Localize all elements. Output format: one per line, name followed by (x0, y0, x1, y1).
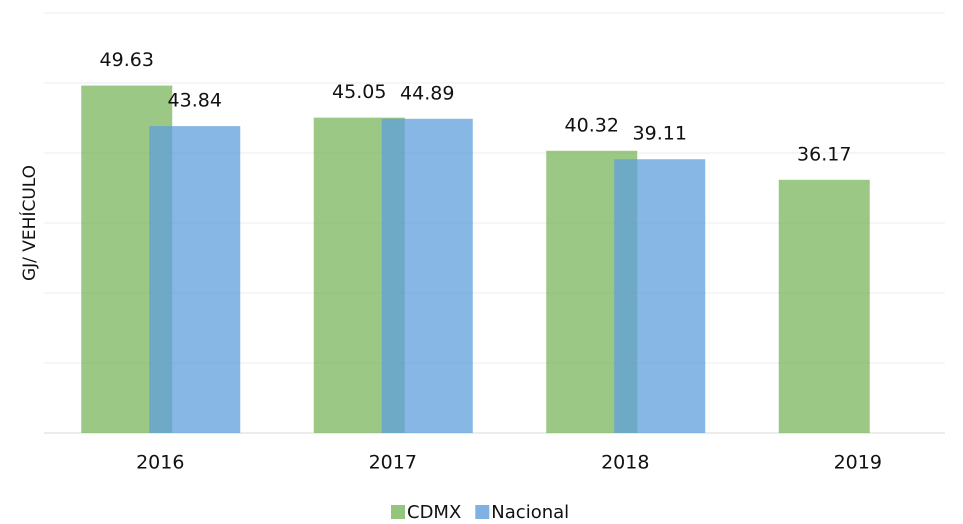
data-label: 36.17 (797, 143, 851, 165)
bar (381, 118, 473, 434)
legend-swatch (391, 505, 405, 519)
data-label: 45.05 (332, 81, 386, 103)
x-tick-label: 2019 (834, 452, 882, 474)
data-label: 43.84 (168, 90, 222, 112)
bar (778, 179, 870, 433)
data-label: 40.32 (565, 114, 619, 136)
data-label: 49.63 (100, 49, 154, 71)
x-tick-label: 2018 (601, 452, 649, 474)
legend-label: Nacional (491, 502, 569, 523)
data-label: 44.89 (400, 82, 454, 104)
x-tick-label: 2016 (136, 452, 184, 474)
bar (614, 159, 706, 434)
data-label: 39.11 (633, 123, 687, 145)
legend-swatch (475, 505, 490, 519)
bar (149, 126, 241, 434)
x-tick-label: 2017 (369, 452, 417, 474)
legend-label: CDMX (407, 502, 461, 523)
y-axis-label: GJ/ VEHÍCULO (18, 165, 40, 281)
